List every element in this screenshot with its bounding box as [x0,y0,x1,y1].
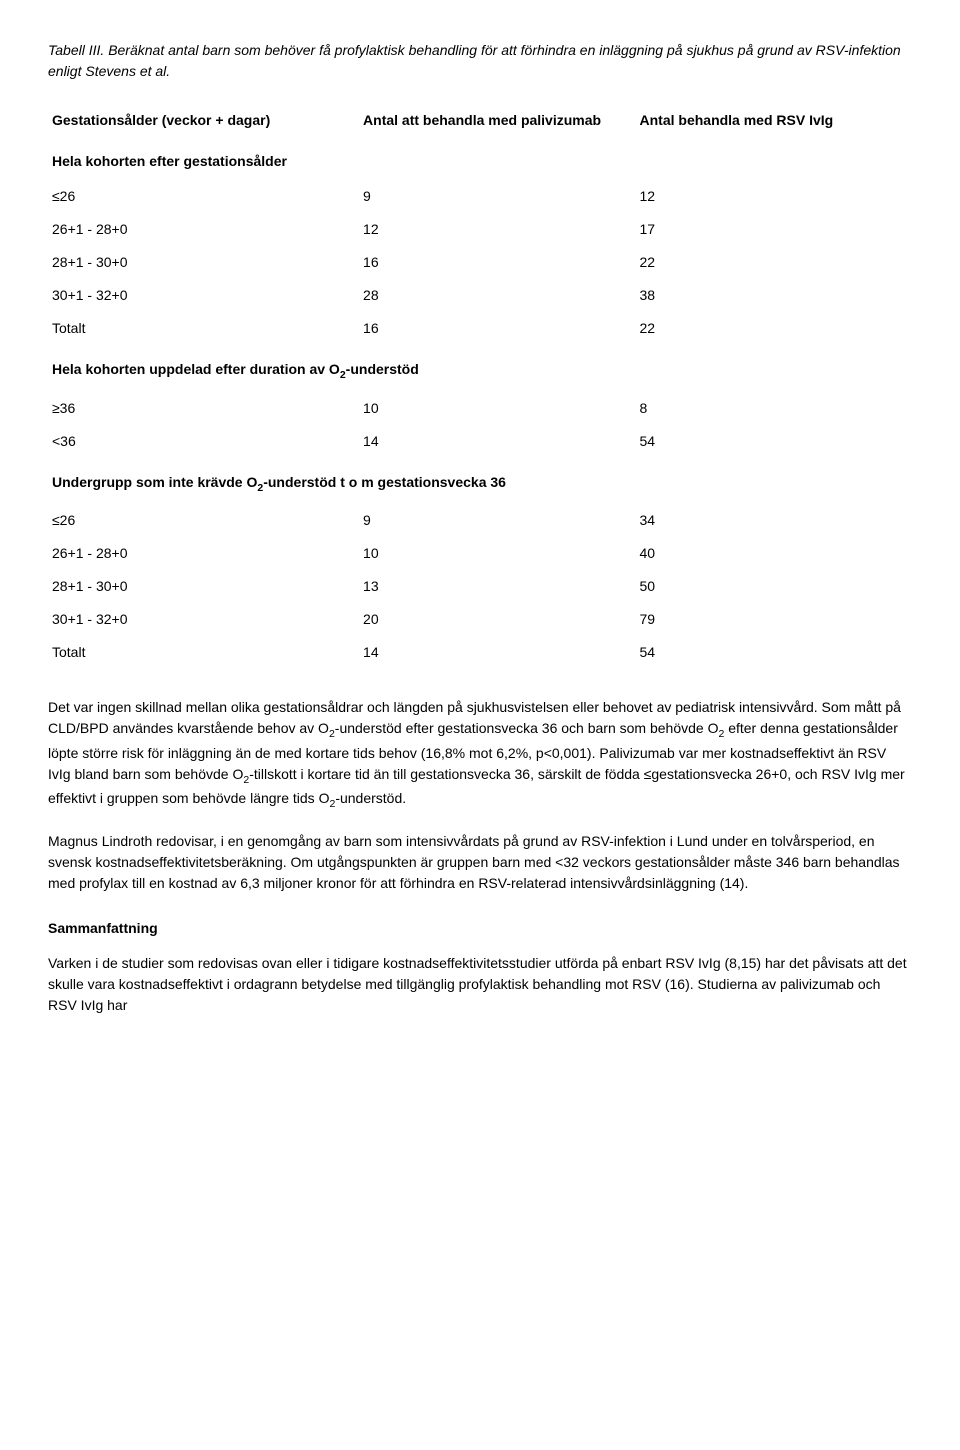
cell-label: 30+1 - 32+0 [48,279,359,312]
paragraph-1: Det var ingen skillnad mellan olika gest… [48,697,912,813]
data-table: Gestationsålder (veckor + dagar) Antal a… [48,104,912,669]
cell-value: 22 [636,312,913,345]
table-row: ≤26934 [48,504,912,537]
table-caption-text: Beräknat antal barn som behöver få profy… [48,42,901,79]
cell-value: 54 [636,636,913,669]
table-row: ≥36108 [48,392,912,425]
paragraph-2: Magnus Lindroth redovisar, i en genomgån… [48,831,912,894]
cell-label: 28+1 - 30+0 [48,246,359,279]
table-row: <361454 [48,425,912,458]
cell-label: 30+1 - 32+0 [48,603,359,636]
cell-value: 40 [636,537,913,570]
cell-value: 9 [359,504,635,537]
cell-label: Totalt [48,636,359,669]
table-row: 26+1 - 28+01040 [48,537,912,570]
table-caption: Tabell III. Beräknat antal barn som behö… [48,40,912,82]
cell-value: 79 [636,603,913,636]
table-row: 30+1 - 32+02838 [48,279,912,312]
table-row: 28+1 - 30+01622 [48,246,912,279]
paragraph-3: Varken i de studier som redovisas ovan e… [48,953,912,1016]
cell-value: 16 [359,246,635,279]
cell-value: 54 [636,425,913,458]
cell-label: ≥36 [48,392,359,425]
cell-value: 13 [359,570,635,603]
col-header-1: Gestationsålder (veckor + dagar) [48,104,359,137]
col-header-3: Antal behandla med RSV IvIg [636,104,913,137]
cell-value: 50 [636,570,913,603]
cell-value: 28 [359,279,635,312]
table-row: 28+1 - 30+01350 [48,570,912,603]
table-row: 30+1 - 32+02079 [48,603,912,636]
cell-label: 26+1 - 28+0 [48,213,359,246]
table-label: Tabell III. [48,42,104,58]
cell-value: 17 [636,213,913,246]
cell-value: 20 [359,603,635,636]
cell-label: ≤26 [48,504,359,537]
table-row: Totalt1454 [48,636,912,669]
section-heading: Hela kohorten efter gestationsålder [48,137,912,180]
cell-value: 10 [359,537,635,570]
cell-value: 12 [359,213,635,246]
section-heading: Undergrupp som inte krävde O2-understöd … [48,458,912,505]
section-heading: Hela kohorten uppdelad efter duration av… [48,345,912,392]
cell-label: 26+1 - 28+0 [48,537,359,570]
cell-label: ≤26 [48,180,359,213]
cell-value: 14 [359,636,635,669]
table-row: ≤26912 [48,180,912,213]
table-row: Totalt1622 [48,312,912,345]
cell-value: 12 [636,180,913,213]
cell-value: 10 [359,392,635,425]
cell-value: 9 [359,180,635,213]
cell-label: 28+1 - 30+0 [48,570,359,603]
col-header-2: Antal att behandla med palivizumab [359,104,635,137]
cell-label: Totalt [48,312,359,345]
table-row: 26+1 - 28+01217 [48,213,912,246]
cell-value: 34 [636,504,913,537]
cell-value: 38 [636,279,913,312]
cell-value: 22 [636,246,913,279]
cell-value: 14 [359,425,635,458]
cell-label: <36 [48,425,359,458]
cell-value: 8 [636,392,913,425]
summary-heading: Sammanfattning [48,918,912,939]
cell-value: 16 [359,312,635,345]
